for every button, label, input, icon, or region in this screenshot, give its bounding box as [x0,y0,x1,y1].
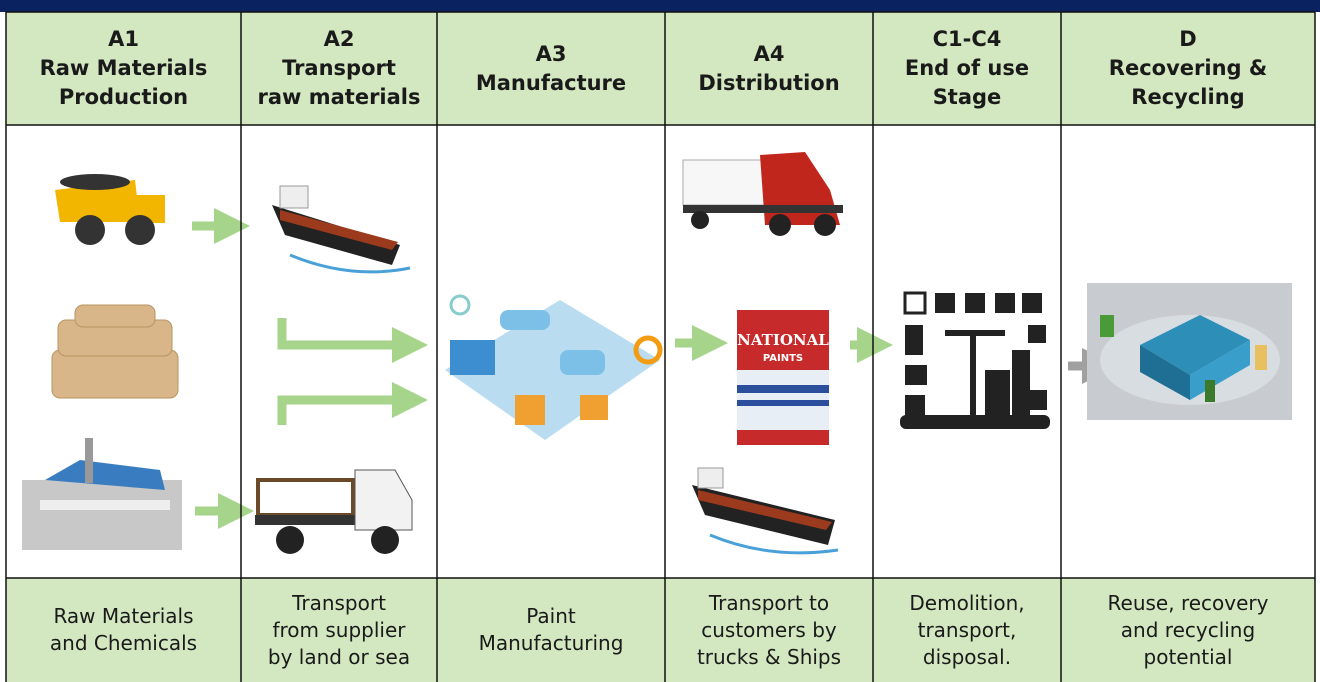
paint-can-label: PAINTS [763,353,803,364]
factory [22,438,182,550]
page: A1Raw MaterialsProductionRaw Materialsan… [0,0,1320,682]
ship [272,186,410,272]
paint-can-label: NATIONAL [737,331,829,349]
recycling-plant [1087,283,1292,420]
construction-icons [900,293,1050,429]
manufacturing-plant [445,296,660,440]
paint-can: NATIONAL PAINTS [737,310,829,445]
sacks [52,305,178,398]
dump-truck [55,174,165,245]
ship [692,468,838,553]
illustrations: NATIONAL PAINTS [0,0,1320,682]
arrow [282,318,410,345]
flatbed-truck [255,470,412,554]
semi-truck [683,152,843,236]
arrow [282,400,410,425]
